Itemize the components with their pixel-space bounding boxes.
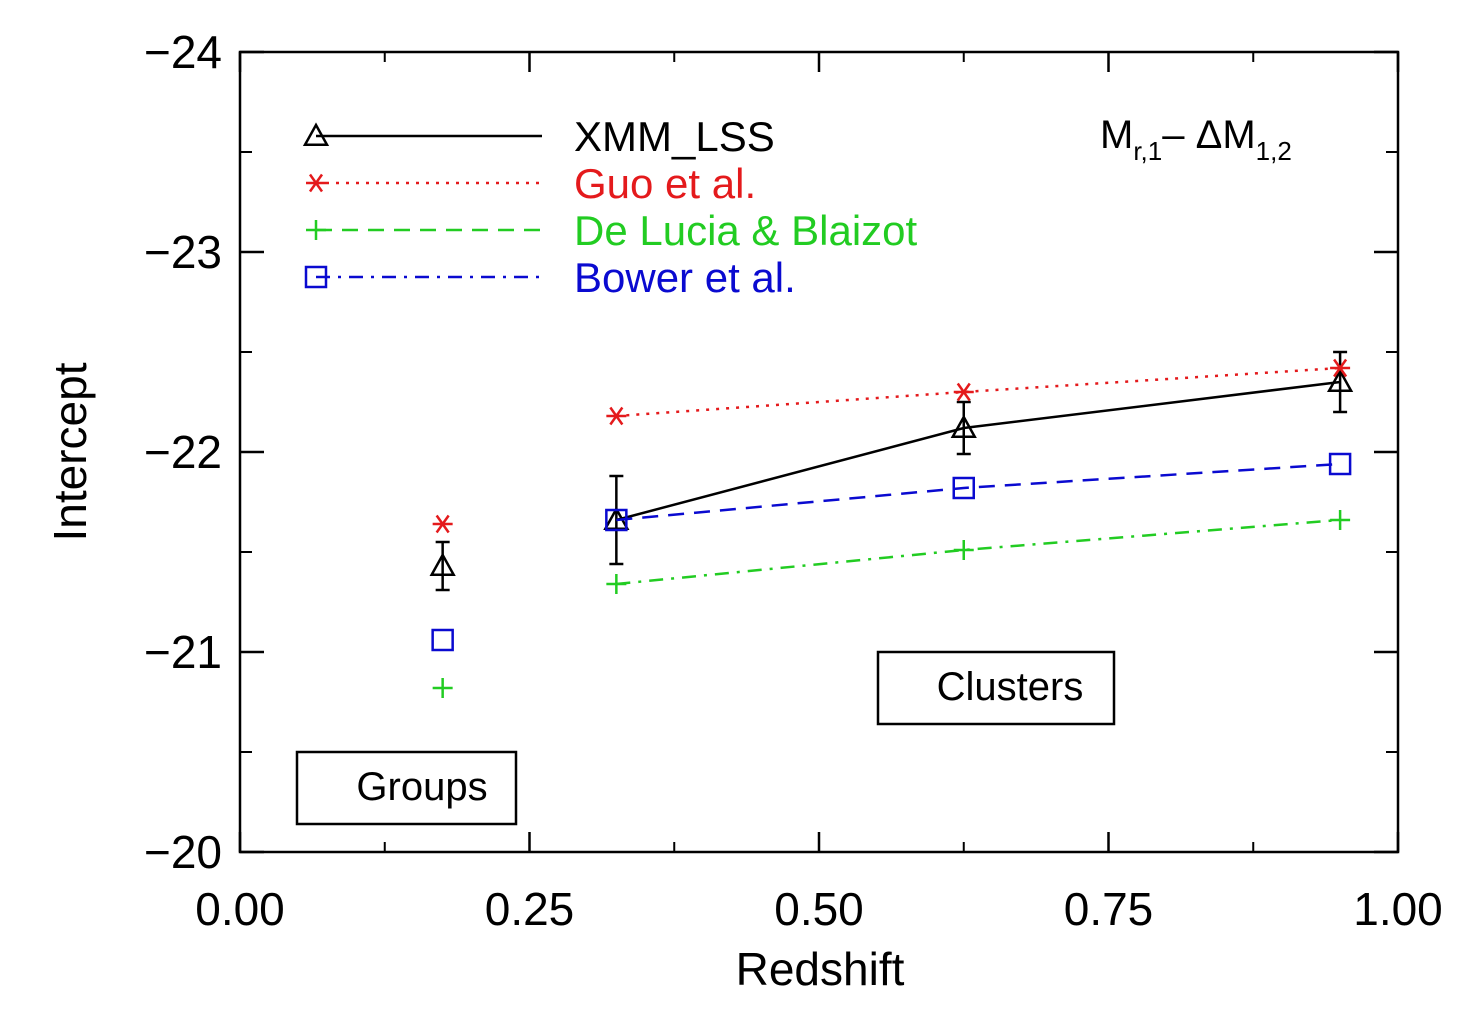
legend-marker-delucia <box>306 220 326 240</box>
y-tick-label: −21 <box>144 626 222 678</box>
asterisk-marker-d2 <box>956 382 971 402</box>
series-delucia <box>432 510 1351 698</box>
asterisk-marker-d2 <box>1333 358 1348 378</box>
series-bower <box>431 452 1352 652</box>
cluster-point-bower <box>952 476 975 500</box>
cluster-point-delucia <box>1330 510 1351 530</box>
annotations: Mr,1– ΔM1,2 Groups Clusters <box>295 113 1292 826</box>
cluster-point-guo <box>953 382 974 402</box>
clusters-label-box: Clusters <box>876 650 1116 726</box>
legend-item-delucia: De Lucia & Blaizot <box>306 207 918 254</box>
asterisk-marker-d2 <box>609 406 624 426</box>
groups-point-delucia <box>432 678 453 698</box>
series-guo <box>432 358 1351 534</box>
series-line-bower <box>616 462 1341 522</box>
groups-box-border <box>295 750 518 826</box>
square-marker-shape <box>304 265 328 289</box>
square-marker-shape <box>431 628 454 652</box>
clusters-box-border <box>876 650 1116 726</box>
legend-marker-guo <box>306 173 326 193</box>
groups-point-xmm <box>429 552 456 577</box>
data-series <box>429 350 1354 698</box>
square-marker-shape <box>952 476 975 500</box>
legend-label-guo: Guo et al. <box>574 160 756 207</box>
clusters-label: Clusters <box>937 665 1084 709</box>
cluster-point-delucia <box>953 540 974 560</box>
legend-label-delucia: De Lucia & Blaizot <box>574 207 918 254</box>
triangle-marker-shape <box>1326 368 1354 393</box>
x-tick-label: 1.00 <box>1353 883 1443 935</box>
square-marker-shape <box>1328 452 1352 476</box>
square-marker-shape <box>605 508 628 532</box>
triangle-marker-shape <box>950 414 977 439</box>
cluster-point-guo <box>606 406 627 426</box>
y-tick-label: −22 <box>144 426 222 478</box>
series-line-delucia <box>616 518 1341 586</box>
axis-ticks: 0.00 0.25 0.50 0.75 1.00 −24 −23 −22 −21 −20 <box>144 26 1443 935</box>
legend-item-xmm: XMM_LSS <box>302 113 775 160</box>
label-main-m: M <box>1100 113 1133 157</box>
cluster-point-xmm <box>1326 368 1354 393</box>
legend-label-xmm: XMM_LSS <box>574 113 775 160</box>
magnitude-gap-label: Mr,1– ΔM1,2 <box>1100 113 1292 166</box>
asterisk-marker-d2 <box>308 173 324 193</box>
legend-label-bower: Bower et al. <box>574 254 796 301</box>
triangle-marker-shape <box>302 122 330 147</box>
x-tick-label: 0.50 <box>774 883 864 935</box>
cluster-point-bower <box>605 508 628 532</box>
cluster-point-delucia <box>606 574 627 594</box>
y-tick-label: −20 <box>144 826 222 878</box>
legend-marker-bower <box>304 265 328 289</box>
y-tick-label: −24 <box>144 26 222 78</box>
y-axis-title: Intercept <box>44 362 96 541</box>
legend-item-guo: Guo et al. <box>306 160 756 207</box>
label-sub-12: 1,2 <box>1256 136 1292 166</box>
groups-label: Groups <box>356 765 487 809</box>
x-tick-label: 0.75 <box>1064 883 1154 935</box>
groups-point-bower <box>431 628 454 652</box>
groups-label-box: Groups <box>295 750 518 826</box>
cluster-point-xmm <box>950 414 977 439</box>
cluster-point-bower <box>1328 452 1352 476</box>
y-tick-label: −23 <box>144 226 222 278</box>
label-sub-r1: r,1 <box>1133 136 1162 166</box>
legend-item-bower: Bower et al. <box>304 254 796 301</box>
cluster-point-guo <box>1330 358 1351 378</box>
triangle-marker-shape <box>429 552 456 577</box>
asterisk-marker-d2 <box>435 514 450 534</box>
x-axis-title: Redshift <box>736 943 905 995</box>
groups-point-guo <box>432 514 453 534</box>
x-tick-label: 0.00 <box>195 883 285 935</box>
label-main-delta: – ΔM <box>1162 113 1255 157</box>
legend-marker-xmm <box>302 122 330 147</box>
x-tick-label: 0.25 <box>485 883 575 935</box>
